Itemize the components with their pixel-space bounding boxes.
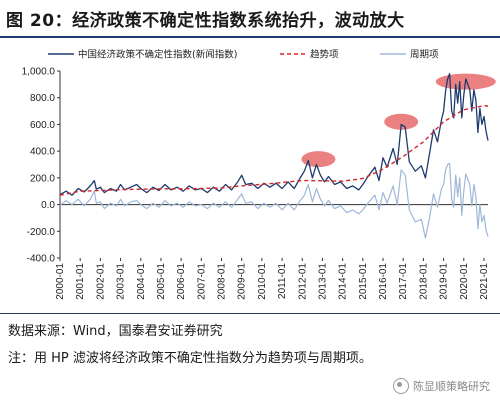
x-tick-label: 2001-01 (75, 263, 86, 300)
title-divider (0, 36, 500, 38)
chart-legend: 中国经济政策不确定性指数(新闻指数) 趋势项 周期项 (48, 49, 439, 61)
chart-series (59, 73, 489, 239)
x-tick-label: 2006-01 (176, 263, 187, 300)
index-series-line (59, 73, 489, 196)
highlight-ellipse (301, 151, 336, 168)
x-tick-label: 2015-01 (358, 263, 369, 300)
y-tick-label: 200.0 (30, 173, 55, 184)
x-tick-label: 2013-01 (317, 263, 328, 300)
x-tick-label: 2002-01 (95, 263, 106, 300)
cycle-series-line (59, 162, 489, 239)
trend-series-line (59, 105, 489, 196)
x-tick-label: 2005-01 (156, 263, 167, 300)
x-tick-label: 2020-01 (459, 263, 470, 300)
x-tick-label: 2014-01 (338, 263, 349, 300)
highlight-ellipse (384, 113, 419, 130)
x-tick-label: 2010-01 (257, 263, 268, 300)
x-tick-label: 2009-01 (237, 263, 248, 300)
y-tick-label: 1,000.0 (22, 67, 56, 78)
y-tick-label: 400.0 (30, 147, 55, 158)
x-tick-label: 2011-01 (277, 263, 288, 299)
watermark-label: 陈显顺策略研究 (413, 380, 490, 393)
bottom-divider (0, 313, 500, 314)
figure-title: 图 20：经济政策不确定性指数系统抬升，波动放大 (6, 10, 405, 31)
x-tick-label: 2008-01 (217, 263, 228, 300)
x-tick-label: 2000-01 (55, 263, 66, 300)
legend-label: 周期项 (410, 50, 439, 61)
watermark: 陈显顺策略研究 (393, 378, 490, 394)
y-tick-label: 800.0 (30, 93, 55, 104)
x-tick-label: 2018-01 (418, 263, 429, 300)
x-tick-label: 2019-01 (439, 263, 450, 300)
legend-label: 趋势项 (310, 49, 339, 61)
wechat-account-icon (393, 378, 409, 394)
data-source-text: 数据来源：Wind，国泰君安证券研究 (8, 324, 223, 339)
x-tick-label: 2003-01 (116, 263, 127, 300)
x-tick-label: 2016-01 (378, 263, 389, 300)
footnote-text: 注：用 HP 滤波将经济政策不确定性指数分为趋势项与周期项。 (8, 351, 372, 366)
y-tick-label: 0.0 (41, 200, 55, 211)
figure-title-bar: 图 20：经济政策不确定性指数系统抬升，波动放大 (0, 0, 500, 36)
y-tick-label: -400.0 (27, 254, 56, 265)
y-tick-label: 600.0 (30, 120, 55, 131)
x-tick-label: 2012-01 (297, 263, 308, 300)
chart-axes: 1,000.0 800.0 600.0 400.0 200.0 0.0 -200.0 -400… (22, 67, 490, 300)
x-tick-label: 2021-01 (479, 263, 490, 300)
policy-uncertainty-chart: 中国经济政策不确定性指数(新闻指数) 趋势项 周期项 1,000.0 800.0 600… (22, 49, 496, 300)
x-tick-label: 2007-01 (196, 263, 207, 300)
x-tick-label: 2017-01 (398, 263, 409, 300)
x-tick-label: 2004-01 (136, 263, 147, 300)
legend-label: 中国经济政策不确定性指数(新闻指数) (78, 49, 237, 61)
y-tick-label: -200.0 (27, 227, 56, 238)
